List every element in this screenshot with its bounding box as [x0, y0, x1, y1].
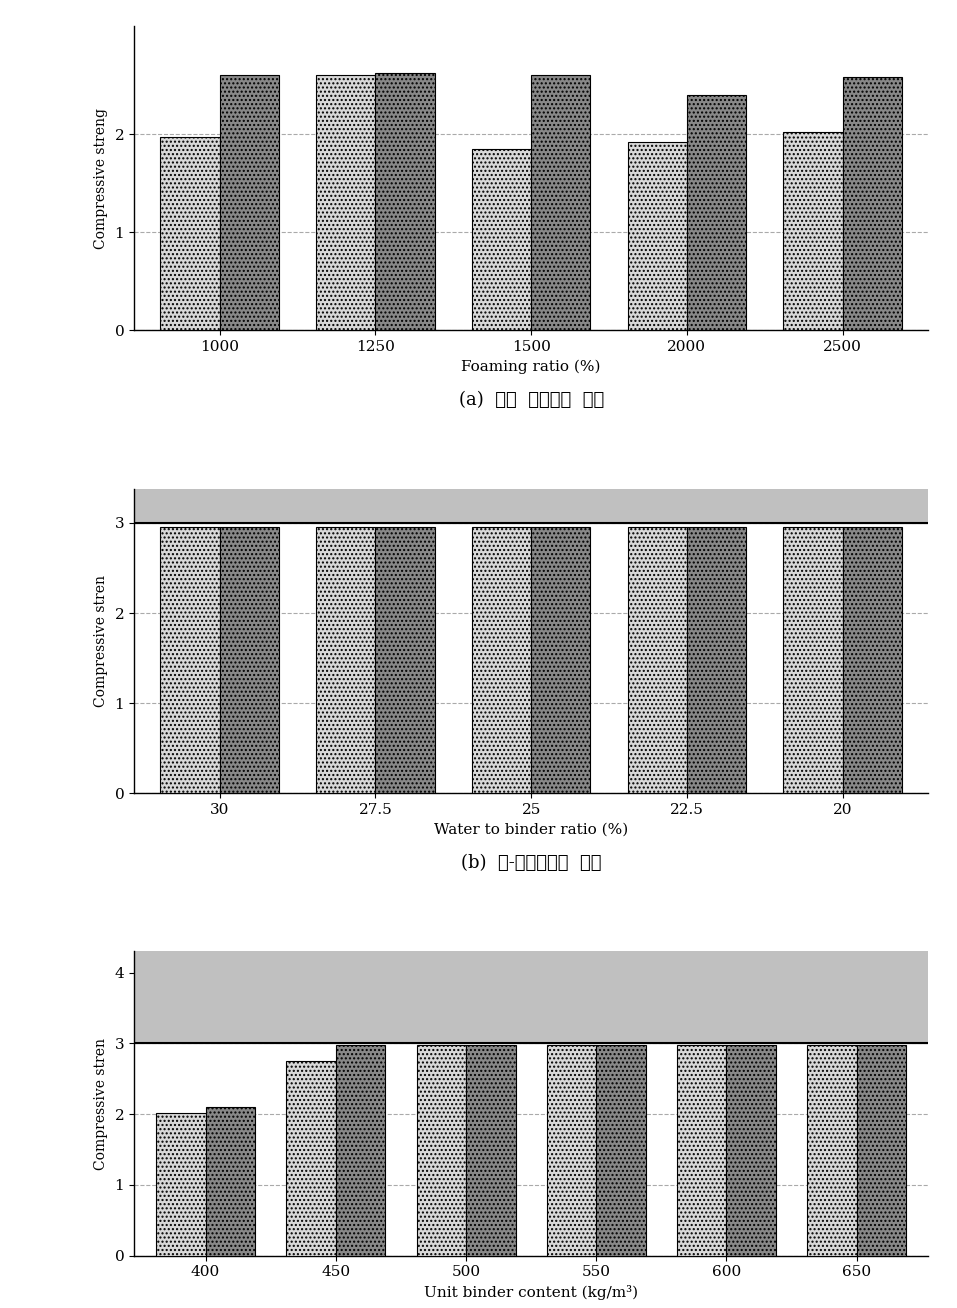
Bar	[628, 527, 687, 793]
Bar	[336, 1045, 386, 1256]
X-axis label: Foaming ratio (%): Foaming ratio (%)	[461, 360, 601, 374]
Bar	[156, 1113, 206, 1256]
X-axis label: Unit binder content (kg/m³): Unit binder content (kg/m³)	[424, 1284, 638, 1300]
Bar	[220, 76, 278, 331]
Bar	[375, 73, 434, 331]
Bar	[531, 76, 590, 331]
Bar	[546, 1045, 596, 1256]
Bar	[687, 95, 746, 331]
Bar	[857, 1045, 906, 1256]
Bar	[628, 143, 687, 331]
Bar	[687, 527, 746, 793]
Text: (a)  기포  발포율의  영향: (a) 기포 발포율의 영향	[458, 391, 604, 409]
Bar	[134, 951, 928, 1044]
Bar	[161, 527, 220, 793]
Text: (b)  물-결합재비의  영향: (b) 물-결합재비의 영향	[461, 854, 601, 872]
Bar	[784, 527, 842, 793]
Bar	[784, 132, 842, 331]
Bar	[596, 1045, 646, 1256]
Bar	[726, 1045, 776, 1256]
Bar	[286, 1061, 336, 1256]
Bar	[161, 137, 220, 331]
Bar	[316, 76, 375, 331]
Bar	[807, 1045, 857, 1256]
Y-axis label: Compressive streng: Compressive streng	[94, 107, 107, 249]
Y-axis label: Compressive stren: Compressive stren	[94, 576, 107, 706]
Bar	[472, 149, 531, 331]
Y-axis label: Compressive stren: Compressive stren	[94, 1037, 107, 1169]
Bar	[134, 489, 928, 523]
Bar	[416, 1045, 466, 1256]
Bar	[842, 77, 901, 331]
Bar	[220, 527, 278, 793]
Bar	[466, 1045, 516, 1256]
Bar	[531, 527, 590, 793]
Bar	[375, 527, 434, 793]
Bar	[842, 527, 901, 793]
Bar	[316, 527, 375, 793]
X-axis label: Water to binder ratio (%): Water to binder ratio (%)	[434, 823, 628, 836]
Bar	[472, 527, 531, 793]
Bar	[206, 1107, 256, 1256]
Bar	[677, 1045, 726, 1256]
